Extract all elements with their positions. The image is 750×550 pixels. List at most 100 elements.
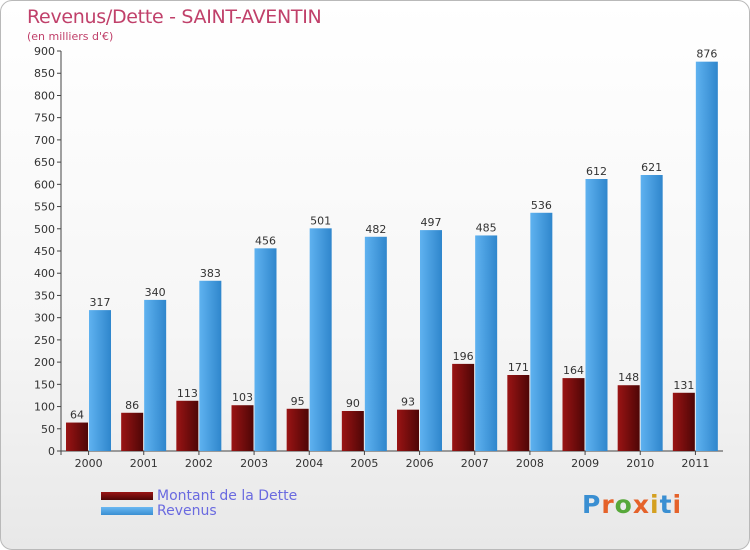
logo-letter: P: [582, 490, 602, 519]
bar-revenus-2000: [89, 310, 111, 451]
y-tick-label: 200: [34, 356, 55, 369]
bar-dette-2011: [672, 392, 695, 451]
y-tick-label: 100: [34, 401, 55, 414]
y-tick-label: 50: [41, 423, 55, 436]
data-label-revenus-2005: 482: [365, 223, 386, 236]
legend-swatch-dette: [101, 491, 153, 500]
chart-title: Revenus/Dette - SAINT-AVENTIN: [27, 6, 322, 28]
data-label-revenus-2009: 612: [586, 165, 607, 178]
data-label-dette-2000: 64: [70, 409, 84, 422]
y-tick-label: 600: [34, 178, 55, 191]
y-tick-label: 450: [34, 245, 55, 258]
logo-letter: o: [614, 490, 633, 519]
x-tick-label: 2005: [350, 457, 378, 470]
data-label-dette-2004: 95: [291, 395, 305, 408]
data-label-dette-2010: 148: [618, 371, 639, 384]
data-label-dette-2001: 86: [125, 399, 139, 412]
legend-label-dette: Montant de la Dette: [157, 487, 298, 504]
y-tick-label: 900: [34, 45, 55, 58]
data-label-revenus-2008: 536: [531, 199, 552, 212]
bar-dette-2009: [562, 378, 585, 451]
y-tick-label: 700: [34, 134, 55, 147]
bar-revenus-2008: [530, 212, 553, 451]
logo-letter: r: [601, 490, 615, 519]
x-tick-label: 2008: [516, 457, 544, 470]
data-label-dette-2007: 196: [453, 350, 474, 363]
bar-revenus-2010: [640, 175, 663, 451]
data-label-dette-2005: 90: [346, 397, 360, 410]
data-label-revenus-2000: 317: [90, 296, 111, 309]
bar-revenus-2006: [420, 230, 442, 451]
bar-dette-2006: [397, 409, 419, 451]
logo-letter: i: [672, 490, 683, 519]
bar-dette-2001: [121, 412, 144, 451]
data-label-revenus-2001: 340: [145, 286, 166, 299]
x-tick-label: 2002: [185, 457, 213, 470]
logo-letter: t: [659, 490, 673, 519]
x-tick-label: 2010: [626, 457, 654, 470]
proxiti-logo: Proxiti: [582, 490, 682, 519]
x-tick-label: 2009: [571, 457, 599, 470]
bar-dette-2000: [66, 422, 88, 451]
bar-revenus-2011: [695, 61, 718, 452]
bar-revenus-2009: [585, 179, 608, 451]
data-label-revenus-2007: 485: [476, 221, 497, 234]
x-tick-label: 2003: [240, 457, 268, 470]
data-label-dette-2009: 164: [563, 364, 584, 377]
y-tick-label: 650: [34, 156, 55, 169]
data-label-revenus-2003: 456: [255, 234, 276, 247]
bars-group: [66, 61, 718, 452]
bar-revenus-2002: [199, 280, 222, 451]
data-label-dette-2006: 93: [401, 396, 415, 409]
y-tick-label: 300: [34, 312, 55, 325]
bar-dette-2007: [452, 363, 475, 451]
data-label-dette-2003: 103: [232, 391, 253, 404]
bar-revenus-2003: [254, 248, 277, 451]
y-tick-label: 800: [34, 89, 55, 102]
legend-item-revenus: Revenus: [101, 502, 297, 519]
data-label-revenus-2010: 621: [641, 161, 662, 174]
y-tick-label: 250: [34, 334, 55, 347]
y-tick-label: 500: [34, 223, 55, 236]
labels-group: 64 317 86 340 113 383 103 456 95 501 90 482 93 497 196…: [70, 48, 717, 422]
y-tick-label: 750: [34, 112, 55, 125]
y-tick-label: 550: [34, 201, 55, 214]
logo-letter: x: [632, 490, 650, 519]
data-label-revenus-2006: 497: [421, 216, 442, 229]
x-tick-label: 2000: [75, 457, 103, 470]
bar-dette-2005: [341, 411, 364, 451]
x-tick-label: 2004: [295, 457, 323, 470]
axes-group: 0 50 100 150 200 250 300 350 400 450 500 550 600 650 7…: [34, 45, 723, 470]
data-label-dette-2002: 113: [177, 387, 198, 400]
y-tick-label: 150: [34, 378, 55, 391]
bar-dette-2002: [176, 400, 199, 451]
data-label-revenus-2004: 501: [310, 214, 331, 227]
x-tick-label: 2001: [130, 457, 158, 470]
legend-item-dette: Montant de la Dette: [101, 487, 298, 504]
legend-swatch-revenus: [101, 506, 153, 515]
data-label-dette-2008: 171: [508, 361, 529, 374]
bar-revenus-2007: [475, 235, 498, 451]
bar-dette-2003: [231, 405, 254, 451]
x-tick-label: 2006: [406, 457, 434, 470]
y-tick-label: 0: [48, 445, 55, 458]
bar-revenus-2005: [364, 236, 387, 451]
legend-label-revenus: Revenus: [157, 502, 217, 519]
data-label-revenus-2011: 876: [696, 48, 717, 61]
y-tick-label: 350: [34, 289, 55, 302]
bar-revenus-2001: [144, 299, 167, 451]
bar-dette-2004: [286, 408, 309, 451]
bar-revenus-2004: [309, 228, 332, 451]
x-tick-label: 2011: [681, 457, 709, 470]
x-tick-label: 2007: [461, 457, 489, 470]
bar-dette-2008: [507, 375, 530, 451]
y-tick-label: 400: [34, 267, 55, 280]
bar-dette-2010: [617, 385, 640, 451]
data-label-dette-2011: 131: [673, 379, 694, 392]
chart-subtitle: (en milliers d'€): [27, 30, 114, 43]
legend: Montant de la Dette Revenus: [101, 487, 298, 519]
logo-letter: i: [650, 490, 660, 519]
data-label-revenus-2002: 383: [200, 267, 221, 280]
